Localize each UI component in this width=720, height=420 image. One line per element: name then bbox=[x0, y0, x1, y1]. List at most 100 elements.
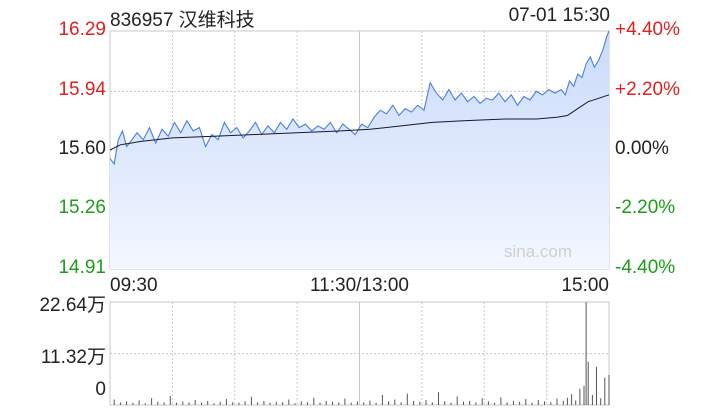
volume-bar bbox=[469, 400, 471, 405]
volume-bar bbox=[300, 401, 302, 405]
volume-bar bbox=[450, 402, 452, 405]
volume-bar bbox=[444, 401, 446, 405]
volume-bar bbox=[438, 392, 439, 405]
volume-bar bbox=[275, 401, 277, 405]
volume-bar bbox=[126, 401, 128, 405]
volume-bar bbox=[550, 402, 552, 405]
percent-tick-label: +2.20% bbox=[615, 79, 680, 101]
volume-bar bbox=[176, 402, 177, 405]
volume-bar bbox=[219, 401, 221, 405]
volume-bar bbox=[419, 401, 421, 405]
price-tick-label: 15.26 bbox=[58, 196, 106, 218]
volume-bar bbox=[113, 399, 115, 405]
volume-bar bbox=[519, 401, 521, 405]
price-tick-label: 15.94 bbox=[58, 79, 106, 101]
percent-tick-label: +4.40% bbox=[615, 19, 680, 40]
volume-bar bbox=[463, 401, 464, 405]
volume-bar bbox=[119, 402, 121, 405]
volume-tick-label: 22.64万 bbox=[39, 295, 106, 316]
volume-bar bbox=[604, 377, 606, 405]
volume-bar bbox=[525, 399, 527, 405]
volume-bar bbox=[307, 402, 308, 405]
volume-bar bbox=[232, 402, 234, 405]
volume-bar bbox=[381, 395, 383, 405]
volume-bar bbox=[575, 400, 577, 405]
volume-tick-label: 0 bbox=[95, 379, 106, 400]
volume-bar bbox=[157, 401, 159, 405]
volume-bar bbox=[537, 400, 539, 405]
volume-bar bbox=[294, 403, 296, 405]
volume-bar bbox=[238, 402, 240, 405]
volume-bar bbox=[132, 402, 134, 405]
volume-bar bbox=[487, 401, 489, 405]
volume-bar bbox=[506, 402, 508, 405]
volume-bar bbox=[566, 397, 568, 405]
volume-bar bbox=[608, 375, 610, 405]
price-area bbox=[110, 31, 609, 269]
volume-bar bbox=[282, 402, 284, 405]
volume-bar bbox=[194, 400, 196, 405]
time-tick-label: 09:30 bbox=[110, 275, 158, 296]
volume-bar bbox=[313, 397, 315, 405]
volume-bar bbox=[188, 402, 190, 405]
average-price-line bbox=[109, 94, 610, 151]
volume-bar bbox=[400, 402, 402, 405]
volume-bar bbox=[201, 402, 202, 405]
volume-bar bbox=[350, 402, 352, 405]
percent-tick-label: 0.00% bbox=[615, 138, 669, 159]
volume-tick-label: 11.32万 bbox=[40, 346, 106, 368]
price-line bbox=[109, 30, 610, 166]
volume-bar bbox=[481, 398, 483, 405]
time-tick-label: 11:30/13:00 bbox=[310, 275, 409, 296]
volume-bar bbox=[363, 402, 365, 405]
volume-bar bbox=[369, 400, 371, 405]
volume-bar bbox=[250, 396, 252, 405]
volume-bar bbox=[356, 401, 358, 405]
volume-bar bbox=[596, 366, 597, 405]
volume-bar bbox=[512, 400, 514, 405]
volume-bar bbox=[591, 395, 593, 405]
volume-bar bbox=[225, 399, 227, 405]
volume-bar bbox=[144, 403, 146, 405]
volume-bar bbox=[556, 398, 558, 405]
stock-title: 836957 汉维科技 bbox=[110, 10, 255, 31]
volume-bar bbox=[325, 400, 327, 405]
price-tick-label: 16.29 bbox=[58, 19, 106, 40]
volume-bar bbox=[531, 402, 533, 405]
volume-bar bbox=[388, 401, 390, 405]
volume-bar bbox=[425, 400, 427, 405]
volume-bar bbox=[583, 385, 585, 405]
volume-bar bbox=[182, 401, 184, 405]
volume-bar bbox=[375, 402, 377, 405]
volume-bar bbox=[394, 399, 396, 405]
volume-bar bbox=[475, 402, 477, 405]
volume-bar bbox=[579, 388, 581, 405]
volume-bar bbox=[138, 400, 140, 405]
volume-bar bbox=[332, 401, 333, 405]
price-tick-label: 14.91 bbox=[58, 257, 106, 278]
volume-bar bbox=[344, 398, 346, 405]
volume-bar bbox=[431, 402, 433, 405]
volume-bar bbox=[500, 397, 502, 405]
volume-bar bbox=[163, 402, 165, 405]
percent-tick-label: -4.40% bbox=[615, 257, 676, 278]
timestamp: 07-01 15:30 bbox=[508, 5, 610, 26]
volume-bar bbox=[406, 393, 408, 405]
volume-bar bbox=[213, 403, 215, 405]
volume-bar bbox=[494, 402, 496, 405]
volume-bar bbox=[269, 402, 271, 405]
price-tick-label: 15.60 bbox=[58, 138, 106, 159]
watermark: sina.com bbox=[504, 242, 573, 261]
time-tick-label: 15:00 bbox=[561, 275, 609, 296]
volume-bar bbox=[244, 401, 246, 405]
volume-bar bbox=[413, 400, 415, 405]
percent-tick-label: -2.20% bbox=[615, 196, 676, 218]
volume-bar bbox=[456, 396, 458, 405]
volume-bar bbox=[600, 398, 602, 405]
volume-bar bbox=[263, 400, 265, 405]
volume-bar bbox=[544, 401, 545, 405]
volume-bar bbox=[151, 398, 153, 405]
volume-bar bbox=[288, 399, 290, 405]
volume-bar bbox=[571, 394, 573, 405]
